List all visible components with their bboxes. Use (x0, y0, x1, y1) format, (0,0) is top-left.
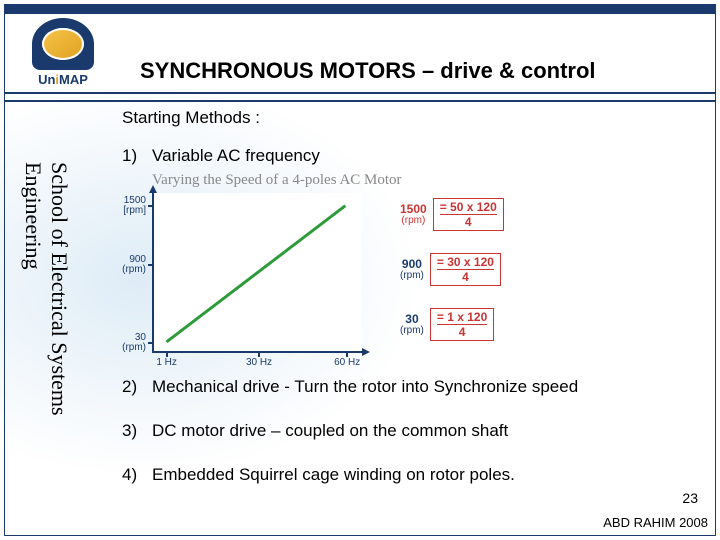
x-tick-label: 30 Hz (246, 357, 272, 368)
sidebar-text: School of Electrical Systems Engineering (20, 162, 72, 442)
equation: 900(rpm)= 30 x 1204 (400, 253, 504, 286)
equation-lhs: 900(rpm) (400, 258, 424, 282)
list-item-number: 4) (122, 465, 152, 485)
divider-top (4, 92, 716, 94)
chart-container: Varying the Speed of a 4-poles AC Motor … (152, 172, 382, 353)
chart-title: Varying the Speed of a 4-poles AC Motor (152, 172, 382, 189)
equations-column: 1500(rpm)= 50 x 1204 900(rpm)= 30 x 1204 3… (400, 198, 504, 341)
author-footer: ABD RAHIM 2008 (603, 515, 708, 530)
equation: 1500(rpm)= 50 x 1204 (400, 198, 504, 231)
divider-bottom (4, 100, 716, 102)
list-item: 4) Embedded Squirrel cage winding on rot… (122, 465, 704, 485)
equation-rhs: = 30 x 1204 (430, 253, 501, 286)
y-tick-label: 900(rpm) (122, 255, 146, 275)
y-tick (148, 264, 154, 266)
top-accent-bar (4, 4, 716, 14)
sidebar-vertical-label: School of Electrical Systems Engineering (20, 162, 64, 442)
logo-globe (42, 28, 84, 60)
list-item: 3) DC motor drive – coupled on the commo… (122, 421, 704, 441)
logo-text-uni: Un (38, 72, 55, 87)
y-axis-arrow-icon (149, 185, 157, 193)
list-item-text: DC motor drive – coupled on the common s… (152, 421, 704, 441)
list-item-number: 1) (122, 146, 152, 166)
equation: 30(rpm)= 1 x 1204 (400, 308, 504, 341)
chart-line (154, 193, 362, 351)
x-axis-arrow-icon (362, 348, 370, 356)
section-heading: Starting Methods : (122, 108, 704, 128)
x-tick-label: 60 Hz (334, 357, 360, 368)
y-tick-label: 30(rpm) (122, 333, 146, 353)
y-tick (148, 205, 154, 207)
figure-row: Varying the Speed of a 4-poles AC Motor … (152, 172, 704, 353)
speed-frequency-chart: 1500[rpm]900(rpm)30(rpm)1 Hz30 Hz60 Hz (152, 193, 362, 353)
equation-rhs: = 50 x 1204 (433, 198, 504, 231)
x-tick-label: 1 Hz (156, 357, 177, 368)
list-item-number: 3) (122, 421, 152, 441)
logo-text: UniMAP (38, 72, 88, 87)
slide-number: 23 (682, 490, 698, 506)
list-item: 2) Mechanical drive - Turn the rotor int… (122, 377, 704, 397)
logo-text-map: MAP (59, 72, 88, 87)
equation-rhs: = 1 x 1204 (430, 308, 494, 341)
logo-badge (32, 18, 94, 70)
list-item-text: Variable AC frequency (152, 146, 704, 166)
y-tick (148, 342, 154, 344)
equation-lhs: 30(rpm) (400, 313, 424, 337)
page-title: SYNCHRONOUS MOTORS – drive & control (140, 58, 596, 84)
list-item-text: Mechanical drive - Turn the rotor into S… (152, 377, 704, 397)
list-item-number: 2) (122, 377, 152, 397)
list-item: 1) Variable AC frequency (122, 146, 704, 166)
equation-lhs: 1500(rpm) (400, 203, 427, 227)
list-item-text: Embedded Squirrel cage winding on rotor … (152, 465, 704, 485)
y-tick-label: 1500[rpm] (123, 196, 146, 216)
content-area: Starting Methods : 1) Variable AC freque… (122, 108, 704, 491)
unimap-logo: UniMAP (18, 18, 108, 87)
